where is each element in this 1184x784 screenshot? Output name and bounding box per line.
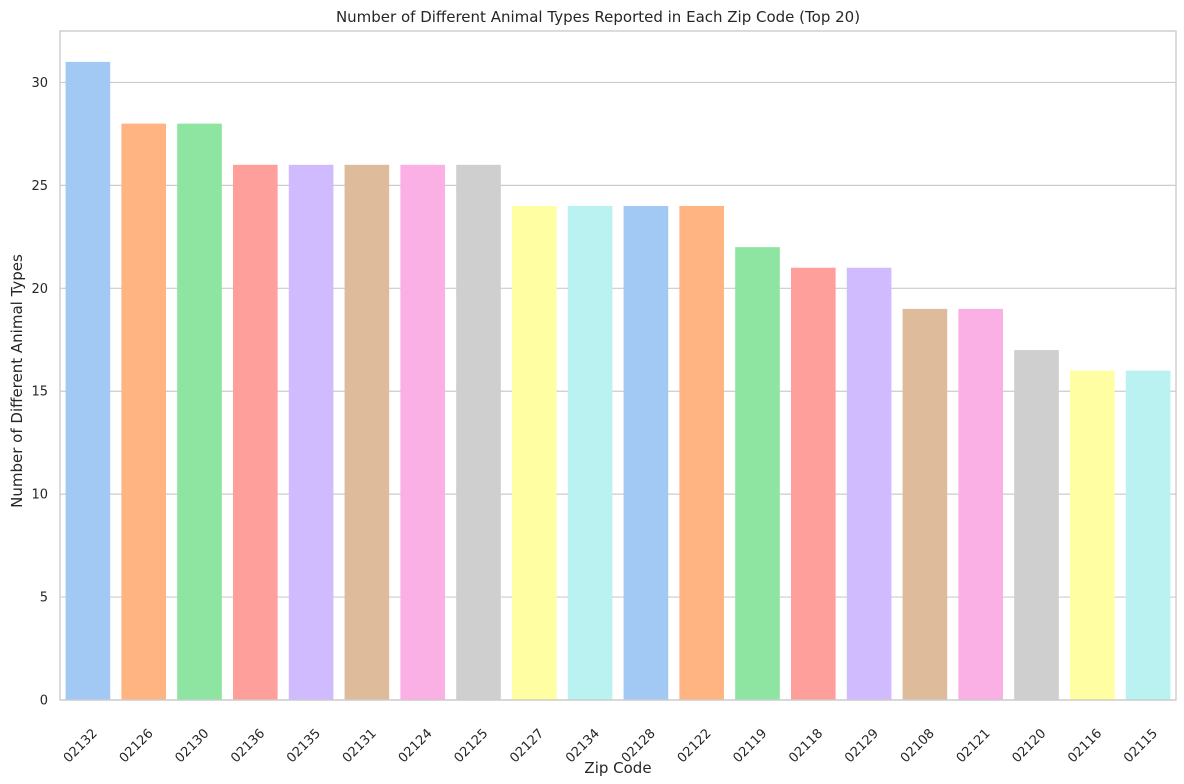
x-tick-label: 02136 (228, 726, 268, 766)
bar-02130 (177, 123, 222, 701)
y-tick-label: 30 (31, 76, 48, 91)
bar-02128 (623, 205, 669, 700)
x-tick-label: 02108 (898, 726, 938, 766)
plot-frame (59, 30, 1177, 701)
y-tick-label: 25 (31, 179, 48, 194)
bar-02122 (679, 205, 725, 700)
x-tick-label: 02116 (1065, 726, 1105, 766)
y-tick-label: 10 (31, 488, 48, 503)
y-axis-label: Number of Different Animal Types (8, 254, 26, 508)
y-tick-label: 15 (31, 385, 48, 400)
x-tick-label: 02135 (284, 726, 324, 766)
x-tick-label: 02119 (730, 726, 770, 766)
x-tick-label: 02121 (954, 726, 994, 766)
bar-02134 (567, 205, 613, 700)
bar-02108 (902, 308, 948, 700)
bar-02126 (121, 123, 167, 701)
bar-02125 (456, 164, 501, 701)
bar-02120 (1014, 350, 1059, 700)
x-tick-label: 02124 (396, 726, 436, 766)
x-tick-label: 02122 (675, 726, 715, 766)
x-tick-label: 02126 (117, 726, 157, 766)
x-tick-label: 02125 (451, 726, 491, 766)
x-tick-label: 02131 (340, 726, 380, 766)
x-tick-label: 02118 (786, 726, 826, 766)
bar-02118 (790, 267, 836, 700)
y-tick-label: 5 (40, 591, 48, 606)
x-tick-label: 02130 (172, 726, 212, 766)
bar-02121 (958, 308, 1004, 700)
y-tick-label: 20 (31, 282, 48, 297)
x-tick-label: 02120 (1009, 726, 1049, 766)
bar-02129 (846, 267, 892, 700)
bar-02131 (344, 164, 390, 701)
bar-02127 (511, 205, 557, 700)
bar-02116 (1069, 370, 1115, 700)
bars (65, 61, 1171, 701)
chart-title: Number of Different Animal Types Reporte… (336, 8, 860, 26)
y-tick-label: 0 (40, 694, 48, 709)
bar-02132 (65, 61, 111, 700)
x-tick-label: 02115 (1121, 726, 1161, 766)
bar-02124 (400, 164, 446, 701)
bar-02115 (1125, 370, 1171, 700)
x-tick-label: 02127 (507, 726, 547, 766)
x-tick-label: 02129 (842, 726, 882, 766)
bar-02136 (232, 164, 278, 701)
y-tick-labels: 0 5 10 15 20 25 30 (31, 76, 48, 709)
bar-02119 (735, 247, 780, 700)
x-tick-label: 02132 (61, 726, 101, 766)
grid-lines (60, 81, 1176, 701)
x-axis-label: Zip Code (584, 759, 651, 777)
bar-02135 (288, 164, 334, 701)
